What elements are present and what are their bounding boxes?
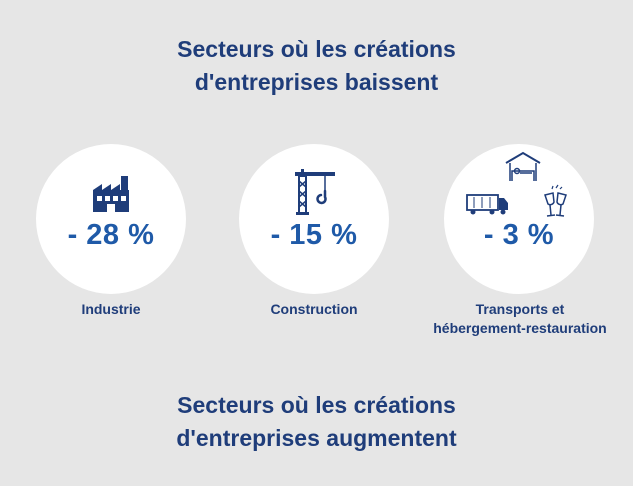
stat-industrie-value: - 28 % <box>67 219 155 251</box>
stat-construction-value: - 15 % <box>270 219 358 251</box>
stat-transports-label-line-2: hébergement-restauration <box>433 320 607 336</box>
crane-icon <box>295 169 335 215</box>
stat-transports-label: Transports et hébergement-restauration <box>409 300 631 338</box>
heading-increase-line-1: Secteurs où les créations <box>177 392 456 418</box>
heading-increase: Secteurs où les créations d'entreprises … <box>0 389 633 455</box>
stat-construction-label-line: Construction <box>270 301 358 317</box>
factory-icon <box>93 176 129 212</box>
heading-decrease-line-2: d'entreprises baissent <box>194 69 439 95</box>
truck-bed-glasses-icon <box>466 151 567 217</box>
heading-decrease-line-1: Secteurs où les créations <box>177 36 456 62</box>
stat-industrie-label: Industrie <box>36 300 186 319</box>
stat-transports-circle: - 3 % <box>444 144 594 294</box>
stat-industrie-label-line: Industrie <box>81 301 141 317</box>
stat-construction-circle: - 15 % <box>239 144 389 294</box>
heading-increase-line-2: d'entreprises augmentent <box>176 425 457 451</box>
heading-decrease: Secteurs où les créations d'entreprises … <box>0 33 633 99</box>
stat-transports-label-line-1: Transports et <box>475 301 565 317</box>
stat-construction-label: Construction <box>239 300 389 319</box>
stat-transports-value: - 3 % <box>483 219 555 251</box>
stat-industrie-circle: - 28 % <box>36 144 186 294</box>
